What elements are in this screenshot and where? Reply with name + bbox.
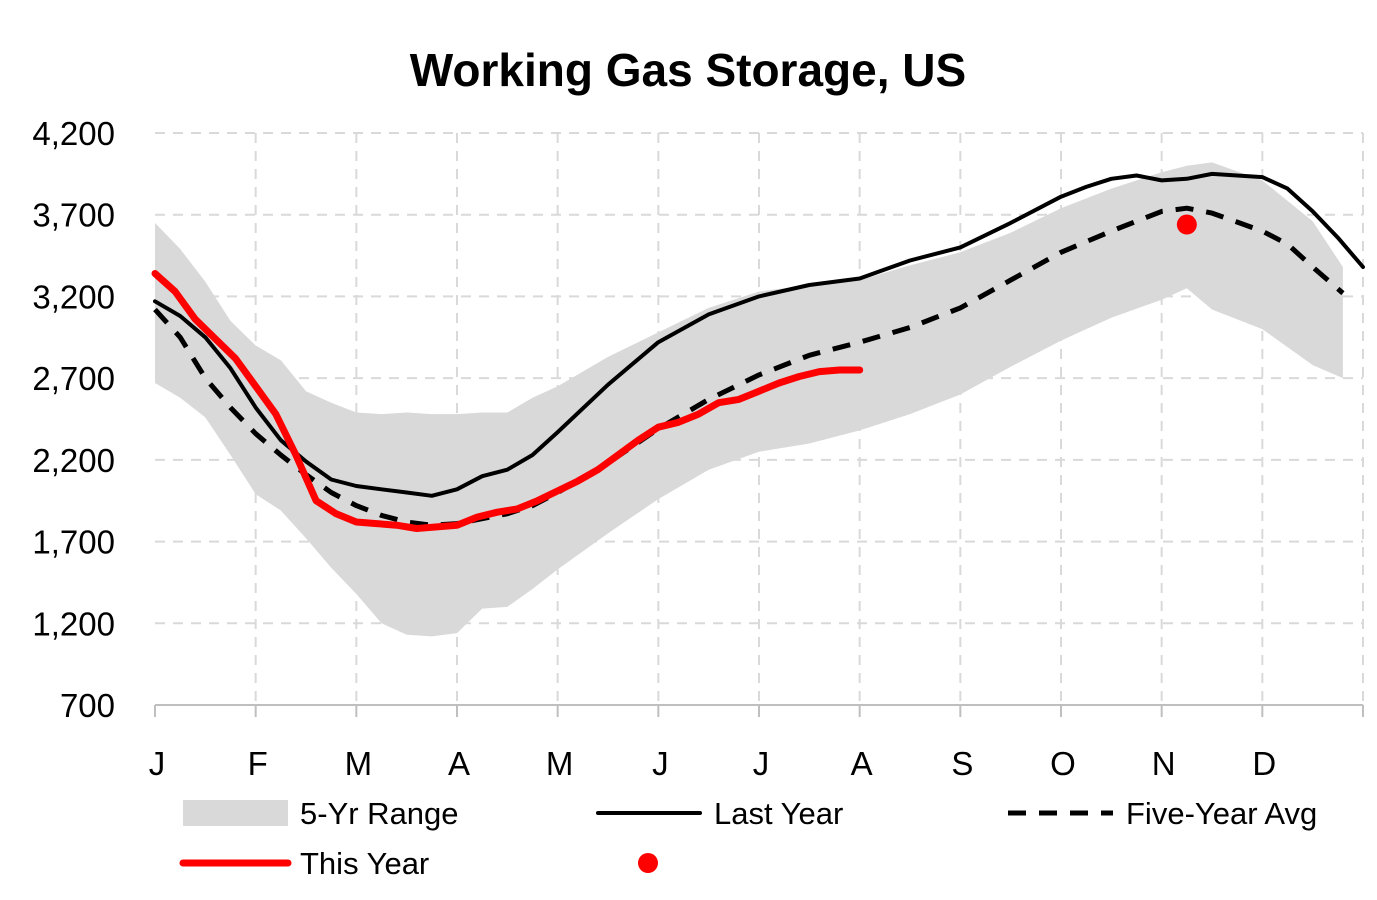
x-tick-label: N <box>1152 745 1176 782</box>
x-tick-label: F <box>248 745 268 782</box>
x-tick-label: S <box>951 745 973 782</box>
y-tick-label: 1,700 <box>32 524 115 561</box>
y-tick-label: 1,200 <box>32 605 115 642</box>
legend-label: This Year <box>300 846 429 881</box>
legend-label: 5-Yr Range <box>300 796 459 831</box>
x-tick-label: A <box>448 745 470 782</box>
legend-label: Last Year <box>714 796 843 831</box>
this-year-line <box>151 270 864 532</box>
legend-swatch-point <box>638 853 658 873</box>
legend: 5-Yr Range Last Year Five-Year Avg This Yea… <box>179 796 1317 881</box>
last-year-line <box>153 171 1365 498</box>
y-tick-label: 3,700 <box>32 197 115 234</box>
x-tick-label: M <box>345 745 373 782</box>
range-band <box>155 162 1343 637</box>
legend-swatch-range <box>183 800 288 826</box>
chart-title: Working Gas Storage, US <box>410 44 966 96</box>
x-tick-label: J <box>652 745 669 782</box>
x-tick-label: O <box>1050 745 1076 782</box>
y-tick-label: 3,200 <box>32 278 115 315</box>
marker-point <box>1176 214 1197 235</box>
y-tick-label: 700 <box>60 687 115 724</box>
y-tick-label: 2,700 <box>32 360 115 397</box>
x-tick-label: D <box>1252 745 1276 782</box>
x-tick-label: J <box>753 745 770 782</box>
y-tick-label: 4,200 <box>32 115 115 152</box>
x-tick-label: J <box>149 745 166 782</box>
y-tick-labels: 4,200 3,700 3,200 2,700 2,200 1,700 1,200 700 <box>32 115 115 724</box>
y-tick-label: 2,200 <box>32 442 115 479</box>
legend-label: Five-Year Avg <box>1126 796 1317 831</box>
x-tick-label: M <box>546 745 574 782</box>
five-yr-range-band <box>155 162 1343 637</box>
series-lines <box>151 171 1365 532</box>
axes <box>154 704 1364 717</box>
x-tick-label: A <box>851 745 873 782</box>
